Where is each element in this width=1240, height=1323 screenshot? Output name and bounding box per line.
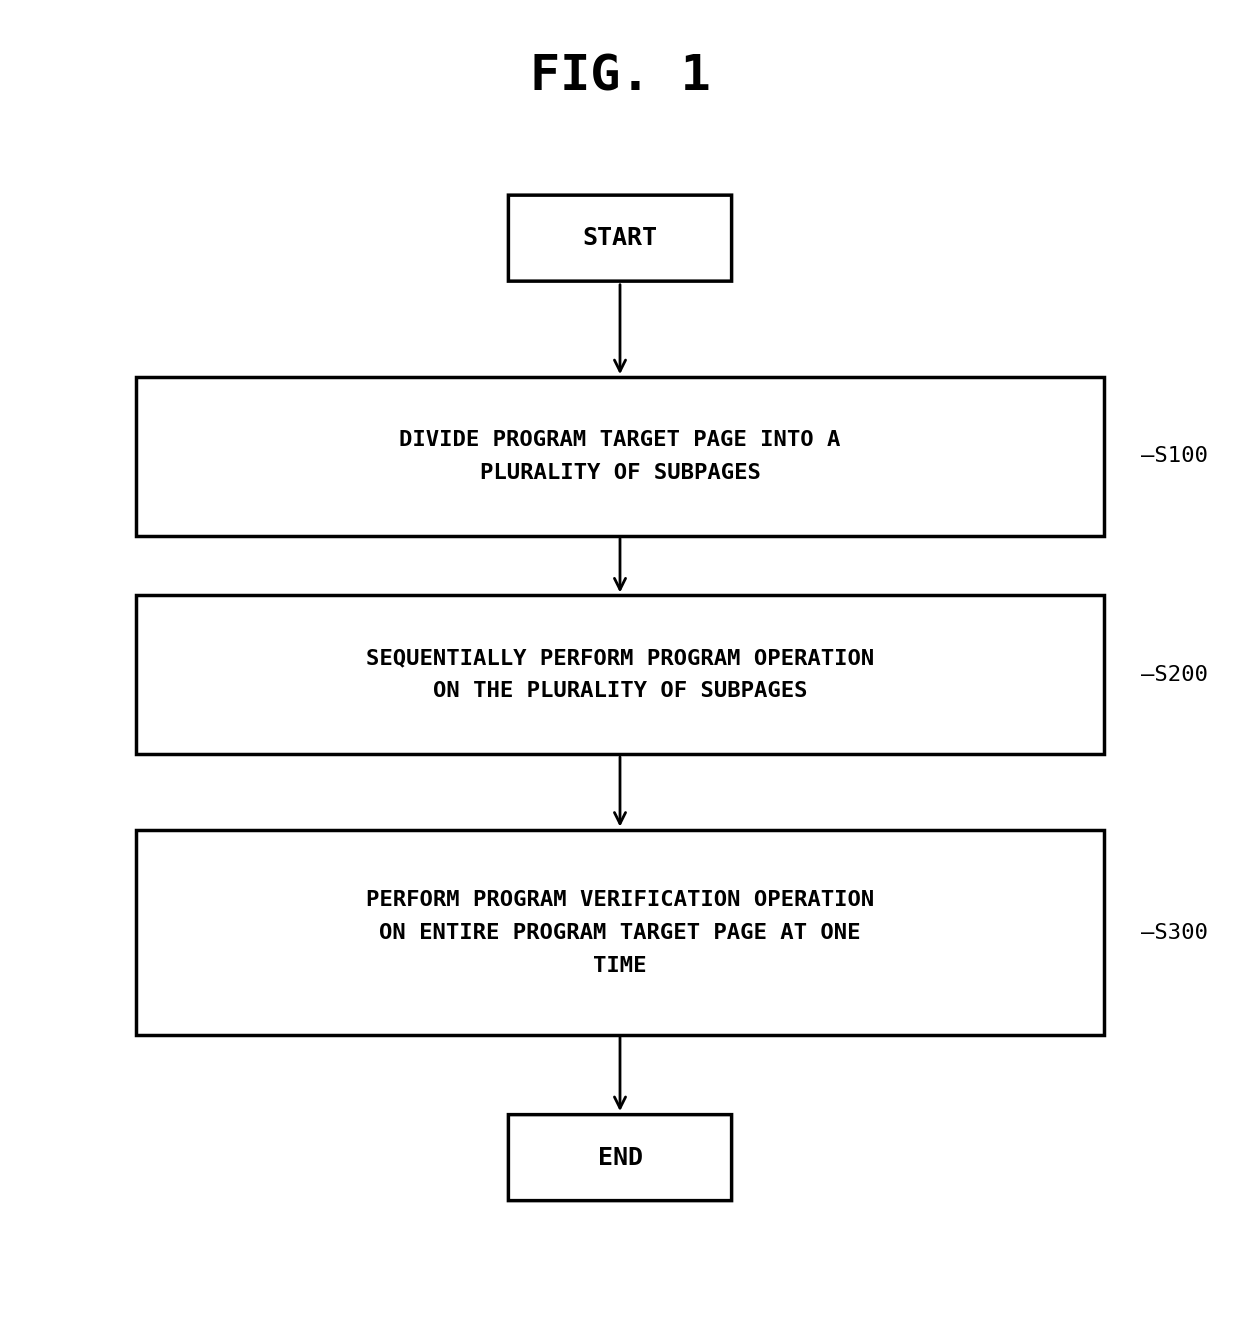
Text: START: START — [583, 226, 657, 250]
FancyBboxPatch shape — [508, 1114, 732, 1201]
Text: —S300: —S300 — [1141, 922, 1208, 943]
Bar — [136, 377, 1104, 536]
FancyBboxPatch shape — [508, 194, 732, 282]
Text: DIVIDE PROGRAM TARGET PAGE INTO A
PLURALITY OF SUBPAGES: DIVIDE PROGRAM TARGET PAGE INTO A PLURAL… — [399, 430, 841, 483]
Bar — [136, 831, 1104, 1035]
Text: END: END — [598, 1146, 642, 1170]
Text: PERFORM PROGRAM VERIFICATION OPERATION
ON ENTIRE PROGRAM TARGET PAGE AT ONE
TIME: PERFORM PROGRAM VERIFICATION OPERATION O… — [366, 890, 874, 975]
Bar — [136, 595, 1104, 754]
Text: SEQUENTIALLY PERFORM PROGRAM OPERATION
ON THE PLURALITY OF SUBPAGES: SEQUENTIALLY PERFORM PROGRAM OPERATION O… — [366, 648, 874, 701]
Text: —S200: —S200 — [1141, 664, 1208, 685]
Text: FIG. 1: FIG. 1 — [529, 53, 711, 101]
Text: —S100: —S100 — [1141, 446, 1208, 467]
